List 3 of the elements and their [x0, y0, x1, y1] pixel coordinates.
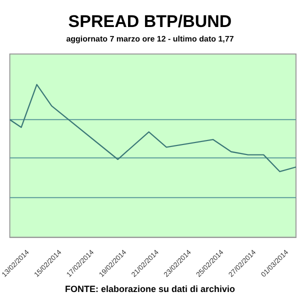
chart-subtitle: aggiornato 7 marzo ore 12 - ultimo dato 1,77 — [66, 34, 234, 44]
source-note: FONTE: elaborazione su dati di archivio — [64, 283, 236, 296]
chart-title: SPREAD BTP/BUND — [68, 12, 232, 31]
